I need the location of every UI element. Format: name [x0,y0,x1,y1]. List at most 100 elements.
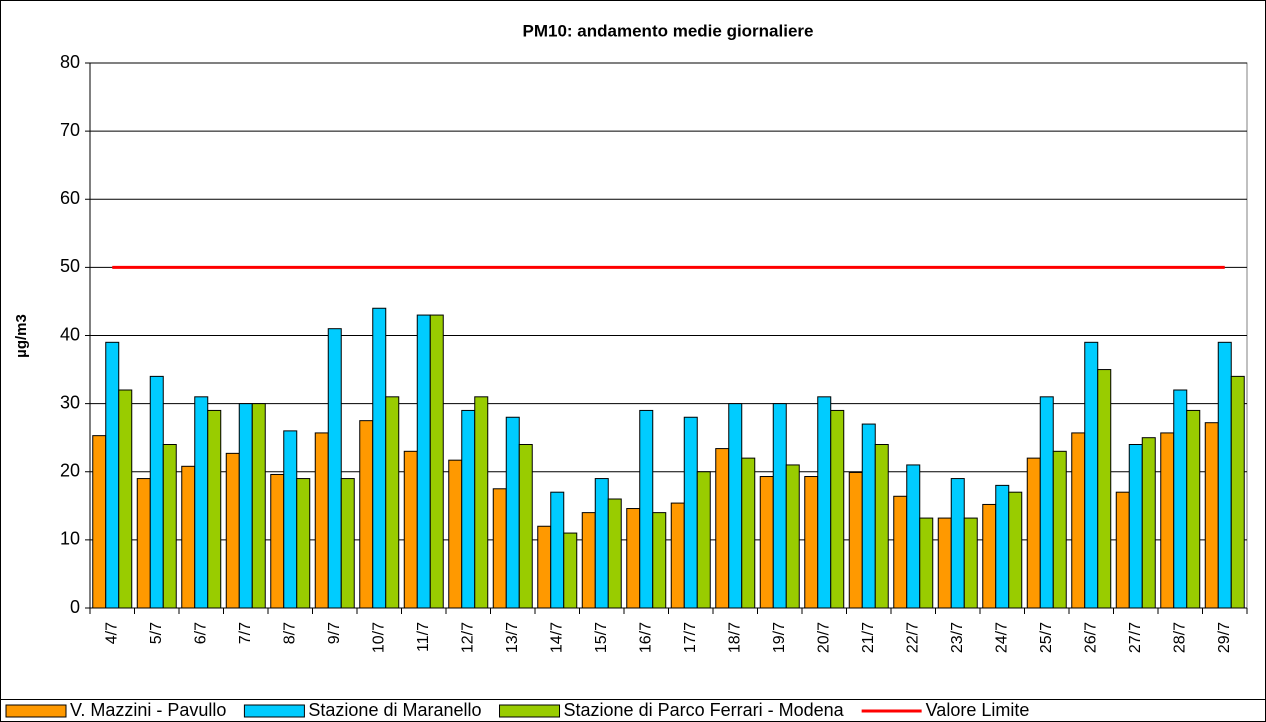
bar [359,420,374,609]
bar [550,491,565,609]
bar [372,307,387,609]
bar [728,403,743,609]
x-tick-label: 16/7 [637,622,654,653]
bar [162,444,177,609]
legend-label: V. Mazzini - Pavullo [70,700,226,720]
bar [207,409,222,609]
bar [950,478,965,609]
x-tick-label: 28/7 [1171,622,1188,653]
y-tick-label: 10 [60,529,80,549]
bar [848,471,863,609]
bar [861,423,876,609]
y-tick-label: 80 [60,52,80,72]
bar [874,444,889,609]
bar [1026,457,1041,609]
x-tick-label: 21/7 [860,622,877,653]
x-tick-label: 22/7 [904,622,921,653]
y-tick-label: 0 [70,597,80,617]
x-tick-label: 17/7 [682,622,699,653]
x-tick-label: 15/7 [593,622,610,653]
x-tick-label: 14/7 [548,622,565,653]
bar [327,328,342,609]
bar [995,484,1010,609]
legend-label: Stazione di Maranello [308,700,481,720]
y-axis-label: µg/m3 [13,314,30,358]
bar [696,471,711,609]
bar [919,517,934,609]
bar [314,432,329,609]
bar [963,517,978,609]
x-tick-label: 18/7 [726,622,743,653]
bar [670,502,685,609]
x-tick-label: 8/7 [281,622,298,644]
bar [1052,450,1067,609]
bar [1071,432,1086,609]
bar [429,314,444,609]
y-tick-label: 60 [60,188,80,208]
legend-label: Stazione di Parco Ferrari - Modena [564,700,845,720]
bar [149,375,164,609]
x-tick-label: 25/7 [1038,622,1055,653]
bar [518,444,533,609]
bar [715,448,730,609]
bar [817,396,832,609]
x-tick-label: 29/7 [1216,622,1233,653]
x-tick-label: 23/7 [949,622,966,653]
bar [1141,437,1156,609]
legend-swatch [499,704,561,718]
x-tick-label: 19/7 [771,622,788,653]
bar [492,488,507,609]
bar [1217,341,1232,609]
x-tick-label: 27/7 [1127,622,1144,653]
legend-swatch [5,704,67,718]
bar [181,465,196,609]
x-tick-label: 10/7 [370,622,387,653]
bar [270,473,285,609]
bar [136,478,151,609]
bar [1160,432,1175,609]
bar [563,532,578,609]
bar [830,409,845,609]
bar [194,396,209,609]
x-tick-label: 26/7 [1082,622,1099,653]
bar [741,457,756,609]
y-tick-label: 20 [60,461,80,481]
y-tick-label: 70 [60,120,80,140]
bar [238,403,253,609]
bar [537,525,552,609]
bar [759,476,774,609]
bar [448,459,463,609]
x-tick-label: 7/7 [237,622,254,644]
bar [982,503,997,609]
bar [893,495,908,609]
bar [785,464,800,609]
legend-swatch [243,704,305,718]
bar [1039,396,1054,609]
bar [1230,375,1245,609]
x-tick-label: 13/7 [504,622,521,653]
bar [403,450,418,609]
bar [416,314,431,609]
bar [118,389,133,609]
bar [283,430,298,609]
bar [594,478,609,609]
bar [225,452,240,609]
x-tick-label: 6/7 [192,622,209,644]
bar [251,403,266,609]
chart-title: PM10: andamento medie giornaliere [523,21,814,40]
legend-label: Valore Limite [926,700,1030,720]
bar [804,476,819,609]
bar [652,512,667,609]
bar [1128,444,1143,609]
bar [461,409,476,609]
bar [1173,389,1188,609]
x-tick-label: 9/7 [326,622,343,644]
bar [1008,491,1023,609]
bar [639,409,654,609]
x-tick-label: 4/7 [103,622,120,644]
y-tick-label: 30 [60,392,80,412]
bar [385,396,400,609]
bar [937,517,952,609]
bar [1084,341,1099,609]
